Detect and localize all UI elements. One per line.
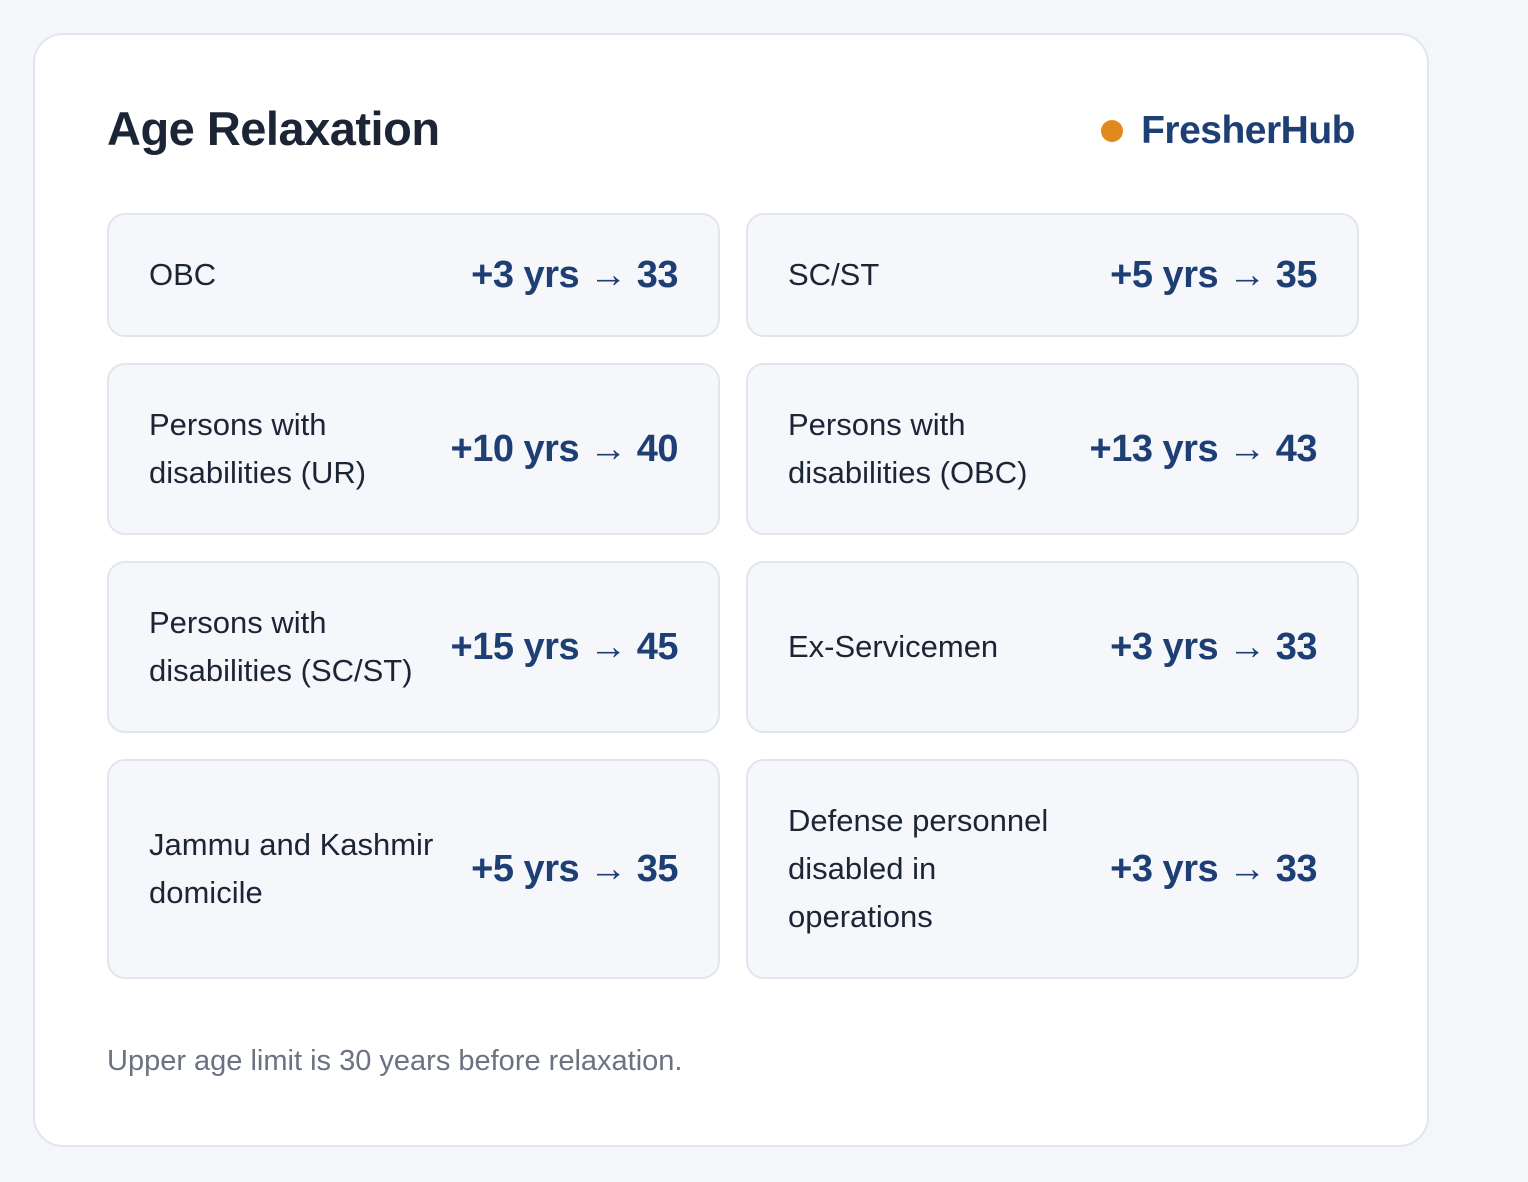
category-label: Defense personnel disabled in operations — [788, 803, 1049, 934]
relaxation-value: +5 yrs → 35 — [1110, 253, 1317, 296]
category-label: Persons with disabilities (UR) — [149, 407, 367, 490]
relaxation-grid: OBC +3 yrs → 33 SC/ST +5 yrs → 35 Persons wi… — [107, 213, 1359, 979]
category-label: OBC — [149, 257, 217, 292]
category-label: Jammu and Kashmir domicile — [149, 827, 434, 910]
relaxation-item: Persons with disabilities (SC/ST) +15 yrs… — [107, 561, 720, 733]
relaxation-item: SC/ST +5 yrs → 35 — [746, 213, 1359, 337]
relaxation-value: +15 yrs → 45 — [450, 625, 679, 668]
category-label: SC/ST — [788, 257, 880, 292]
brand-dot — [1101, 120, 1124, 142]
relaxation-item: Defense personnel disabled in operations… — [746, 759, 1359, 979]
relaxation-item: Ex-Servicemen +3 yrs → 33 — [746, 561, 1359, 733]
brand: FresherHub — [1101, 109, 1355, 153]
card-title: Age Relaxation — [107, 102, 440, 155]
relaxation-item: Persons with disabilities (UR) +10 yrs → … — [107, 363, 720, 535]
relaxation-value: +3 yrs → 33 — [1110, 625, 1317, 668]
brand-name: FresherHub — [1141, 109, 1355, 152]
relaxation-value: +5 yrs → 35 — [471, 847, 678, 890]
relaxation-item: Jammu and Kashmir domicile +5 yrs → 35 — [107, 759, 720, 979]
relaxation-value: +3 yrs → 33 — [1110, 847, 1317, 890]
category-label: Ex-Servicemen — [788, 629, 999, 664]
relaxation-value: +13 yrs → 43 — [1089, 427, 1318, 470]
card: Age Relaxation FresherHub OBC +3 yrs → 33… — [33, 33, 1429, 1147]
footnote: Upper age limit is 30 years before relax… — [107, 1045, 683, 1077]
relaxation-item: Persons with disabilities (OBC) +13 yrs →… — [746, 363, 1359, 535]
relaxation-value: +10 yrs → 40 — [450, 427, 679, 470]
category-label: Persons with disabilities (OBC) — [788, 407, 1028, 490]
category-label: Persons with disabilities (SC/ST) — [149, 605, 413, 688]
relaxation-value: +3 yrs → 33 — [471, 253, 678, 296]
relaxation-item: OBC +3 yrs → 33 — [107, 213, 720, 337]
